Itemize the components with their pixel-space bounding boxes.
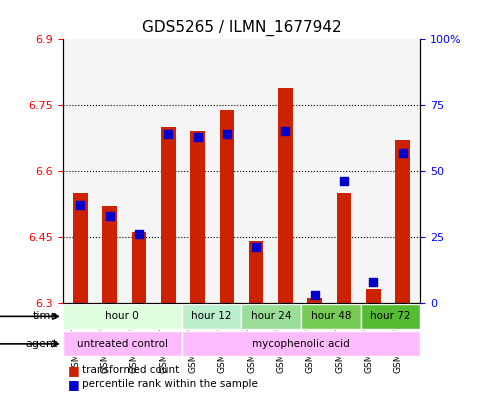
FancyBboxPatch shape xyxy=(63,304,182,329)
Text: GDS5265 / ILMN_1677942: GDS5265 / ILMN_1677942 xyxy=(142,19,341,36)
Point xyxy=(106,213,114,219)
Point xyxy=(223,131,231,137)
Bar xyxy=(249,241,263,303)
Bar xyxy=(132,232,146,303)
Point xyxy=(311,292,319,298)
Text: hour 72: hour 72 xyxy=(370,311,411,321)
Point xyxy=(282,129,289,135)
Point xyxy=(76,202,84,208)
Text: time: time xyxy=(33,311,58,321)
Bar xyxy=(190,132,205,303)
Bar xyxy=(337,193,351,303)
FancyBboxPatch shape xyxy=(361,304,420,329)
Point xyxy=(252,244,260,250)
Text: ■: ■ xyxy=(68,364,79,377)
Text: ■: ■ xyxy=(68,378,79,391)
Text: untreated control: untreated control xyxy=(77,339,168,349)
Text: agent: agent xyxy=(26,339,58,349)
Point xyxy=(340,178,348,185)
FancyBboxPatch shape xyxy=(182,304,242,329)
Text: percentile rank within the sample: percentile rank within the sample xyxy=(82,379,258,389)
Text: hour 12: hour 12 xyxy=(191,311,232,321)
Bar xyxy=(307,298,322,303)
Text: hour 24: hour 24 xyxy=(251,311,292,321)
Text: hour 0: hour 0 xyxy=(105,311,139,321)
Bar xyxy=(161,127,176,303)
Text: transformed count: transformed count xyxy=(82,365,179,375)
FancyBboxPatch shape xyxy=(242,304,301,329)
Text: mycophenolic acid: mycophenolic acid xyxy=(252,339,350,349)
Bar xyxy=(73,193,88,303)
FancyBboxPatch shape xyxy=(182,331,420,356)
Text: hour 48: hour 48 xyxy=(311,311,351,321)
Point xyxy=(194,134,201,140)
FancyBboxPatch shape xyxy=(63,331,182,356)
Point xyxy=(164,131,172,137)
Bar xyxy=(366,290,381,303)
FancyBboxPatch shape xyxy=(301,304,361,329)
Bar xyxy=(102,206,117,303)
Point xyxy=(135,231,143,237)
Bar xyxy=(395,140,410,303)
Bar xyxy=(220,110,234,303)
Point xyxy=(369,278,377,285)
Point xyxy=(399,149,407,156)
Bar xyxy=(278,88,293,303)
